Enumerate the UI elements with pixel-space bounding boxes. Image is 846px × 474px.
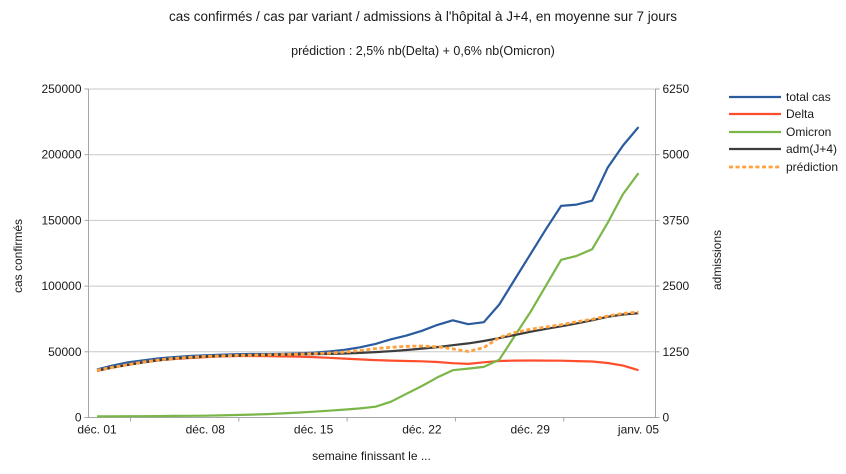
legend-item-total-cas: total cas (729, 88, 838, 106)
legend-swatch-line (729, 113, 781, 116)
y-axis-left-tick-label: 250000 (41, 82, 81, 96)
legend-swatch-line (729, 130, 781, 133)
legend-item-pr-diction: prédiction (729, 158, 838, 176)
y-axis-left-tick-label: 0 (75, 411, 82, 425)
legend-item-adm-j-4-: adm(J+4) (729, 141, 838, 159)
x-axis-tick-label: déc. 22 (402, 423, 442, 437)
y-axis-left-tick-label: 150000 (41, 213, 81, 227)
y-axis-left-tick-label: 50000 (48, 345, 82, 359)
legend-swatch-line (729, 148, 781, 151)
legend-label: adm(J+4) (786, 142, 838, 157)
y-axis-left-tick-label: 200000 (41, 148, 81, 162)
x-axis-tick-label: janv. 05 (617, 423, 659, 437)
series-line-total-cas (96, 126, 640, 371)
y-axis-right-tick-label: 3750 (663, 213, 690, 227)
legend-label: total cas (786, 89, 831, 104)
y-axis-right-tick-label: 6250 (663, 82, 690, 96)
legend-item-delta: Delta (729, 106, 838, 124)
y-axis-right-tick-label: 2500 (663, 279, 690, 293)
x-axis-tick-label: déc. 08 (186, 423, 226, 437)
series-line-omicron (96, 172, 640, 418)
y-axis-right-tick-label: 0 (663, 411, 670, 425)
legend-swatch-line (729, 95, 781, 98)
legend-label: prédiction (786, 159, 839, 174)
chart-title: cas confirmés / cas par variant / admiss… (169, 9, 677, 24)
y-axis-left-tick-label: 100000 (41, 279, 81, 293)
series-line-pr-diction (96, 310, 639, 372)
legend: total cas Delta Omicron adm(J+4) prédiction (729, 88, 838, 176)
y-axis-right-tick-label: 1250 (663, 345, 690, 359)
series-line-adm-j-4- (96, 312, 639, 372)
x-axis-tick-label: déc. 15 (294, 423, 334, 437)
right-axis-title: admissions (710, 229, 724, 291)
left-axis-title: cas confirmés (11, 218, 25, 294)
legend-swatch-line (729, 165, 781, 169)
x-axis-tick-label: déc. 29 (511, 423, 551, 437)
legend-item-omicron: Omicron (729, 123, 838, 141)
x-axis-title: semaine finissant le ... (312, 449, 431, 463)
y-axis-right-tick-label: 5000 (663, 148, 690, 162)
chart-subtitle: prédiction : 2,5% nb(Delta) + 0,6% nb(Om… (291, 44, 555, 58)
x-axis-tick-label: déc. 01 (77, 423, 117, 437)
legend-label: Delta (786, 107, 815, 122)
legend-label: Omicron (786, 124, 832, 139)
